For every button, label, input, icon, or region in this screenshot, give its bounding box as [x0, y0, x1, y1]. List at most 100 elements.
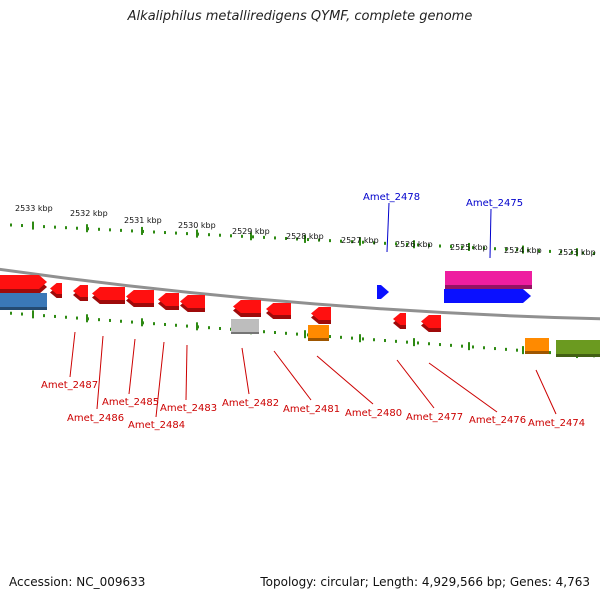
minor-tick-bottom — [164, 322, 166, 326]
major-tick-bottom — [32, 310, 34, 319]
major-tick-bottom — [141, 318, 143, 327]
minor-tick-top — [98, 227, 100, 231]
gene-label[interactable]: Amet_2477 — [406, 412, 463, 423]
gene-label[interactable]: Amet_2487 — [41, 380, 98, 391]
minor-tick-bottom — [153, 322, 155, 326]
minor-tick-bottom — [263, 330, 265, 334]
minor-tick-bottom — [406, 340, 408, 344]
gene-label[interactable]: Amet_2478 — [363, 192, 420, 203]
gene-label[interactable]: Amet_2483 — [160, 403, 217, 414]
minor-tick-top — [21, 224, 23, 228]
gene-arrow — [126, 290, 154, 307]
gene-label[interactable]: Amet_2481 — [283, 404, 340, 415]
minor-tick-top — [340, 239, 342, 243]
minor-tick-top — [164, 231, 166, 235]
gene-label[interactable]: Amet_2475 — [466, 198, 523, 209]
minor-tick-top — [120, 228, 122, 232]
minor-tick-top — [384, 241, 386, 245]
label-connector — [128, 338, 136, 395]
genome-backbone — [0, 267, 600, 321]
gene-label[interactable]: Amet_2482 — [222, 398, 279, 409]
minor-tick-bottom — [549, 351, 551, 355]
major-tick-top — [32, 221, 34, 230]
minor-tick-top — [285, 236, 287, 240]
label-connector — [489, 208, 492, 259]
gene-label[interactable]: Amet_2485 — [102, 397, 159, 408]
topology-text: Topology: circular; Length: 4,929,566 bp… — [260, 575, 590, 589]
gene-label[interactable]: Amet_2476 — [469, 415, 526, 426]
minor-tick-bottom — [76, 316, 78, 320]
minor-tick-top — [241, 234, 243, 238]
gene-label[interactable]: Amet_2474 — [528, 418, 585, 429]
major-tick-top — [141, 226, 143, 235]
minor-tick-top — [65, 226, 67, 230]
minor-tick-top — [54, 225, 56, 229]
ruler-label: 2523 kbp — [558, 248, 596, 257]
ruler-label: 2531 kbp — [124, 216, 162, 225]
label-connector — [96, 335, 104, 410]
minor-tick-bottom — [208, 326, 210, 330]
minor-tick-top — [76, 226, 78, 230]
gene-label[interactable]: Amet_2480 — [345, 408, 402, 419]
minor-tick-top — [274, 236, 276, 240]
minor-tick-top — [406, 242, 408, 246]
minor-tick-top — [252, 235, 254, 239]
major-tick-top — [413, 240, 415, 249]
label-connector — [316, 355, 374, 405]
label-connector — [386, 202, 390, 253]
minor-tick-top — [109, 228, 111, 232]
major-tick-bottom — [304, 330, 306, 339]
minor-tick-bottom — [131, 320, 133, 324]
minor-tick-top — [219, 233, 221, 237]
major-tick-top — [576, 248, 578, 257]
genes — [0, 271, 600, 357]
minor-tick-bottom — [428, 342, 430, 346]
minor-tick-top — [10, 223, 12, 227]
label-connector — [273, 350, 312, 401]
gene-arrow — [421, 315, 441, 332]
major-tick-bottom — [86, 314, 88, 323]
gene-arrow — [393, 313, 406, 329]
minor-tick-top — [43, 225, 45, 229]
minor-tick-bottom — [461, 344, 463, 348]
minor-tick-bottom — [450, 343, 452, 347]
label-connector — [69, 331, 76, 378]
minor-tick-top — [549, 249, 551, 253]
major-tick-top — [86, 224, 88, 233]
minor-tick-top — [516, 248, 518, 252]
minor-tick-bottom — [219, 326, 221, 330]
map-title: Alkaliphilus metalliredigens QYMF, compl… — [127, 9, 473, 24]
minor-tick-bottom — [362, 337, 364, 341]
minor-tick-bottom — [21, 312, 23, 316]
major-tick-top — [250, 232, 252, 241]
major-tick-top — [359, 237, 361, 246]
minor-tick-top — [263, 235, 265, 239]
minor-tick-top — [175, 231, 177, 235]
gene-arrow — [556, 340, 600, 357]
minor-tick-bottom — [43, 314, 45, 318]
gene-arrow — [444, 289, 531, 303]
ruler-label: 2526 kbp — [395, 240, 433, 249]
gene-arrow — [311, 307, 331, 324]
gene-arrow — [180, 295, 205, 312]
gene-label[interactable]: Amet_2484 — [128, 420, 185, 431]
gene-label[interactable]: Amet_2486 — [67, 413, 124, 424]
major-tick-top — [196, 229, 198, 238]
minor-tick-bottom — [384, 339, 386, 343]
minor-tick-top — [230, 234, 232, 238]
label-connector — [535, 369, 557, 415]
minor-tick-top — [461, 245, 463, 249]
minor-tick-top — [186, 232, 188, 236]
major-tick-top — [522, 245, 524, 254]
ruler-label: 2529 kbp — [232, 227, 270, 236]
gene-arrow — [158, 293, 179, 310]
major-tick-bottom — [359, 334, 361, 343]
minor-tick-top — [153, 230, 155, 234]
major-tick-bottom — [413, 338, 415, 347]
minor-tick-top — [417, 243, 419, 247]
ruler-label: 2532 kbp — [70, 209, 108, 218]
minor-tick-top — [593, 252, 595, 256]
label-lines — [69, 202, 557, 418]
ruler-labels: 2533 kbp 2532 kbp 2531 kbp 2530 kbp 2529 kbp… — [15, 204, 596, 257]
